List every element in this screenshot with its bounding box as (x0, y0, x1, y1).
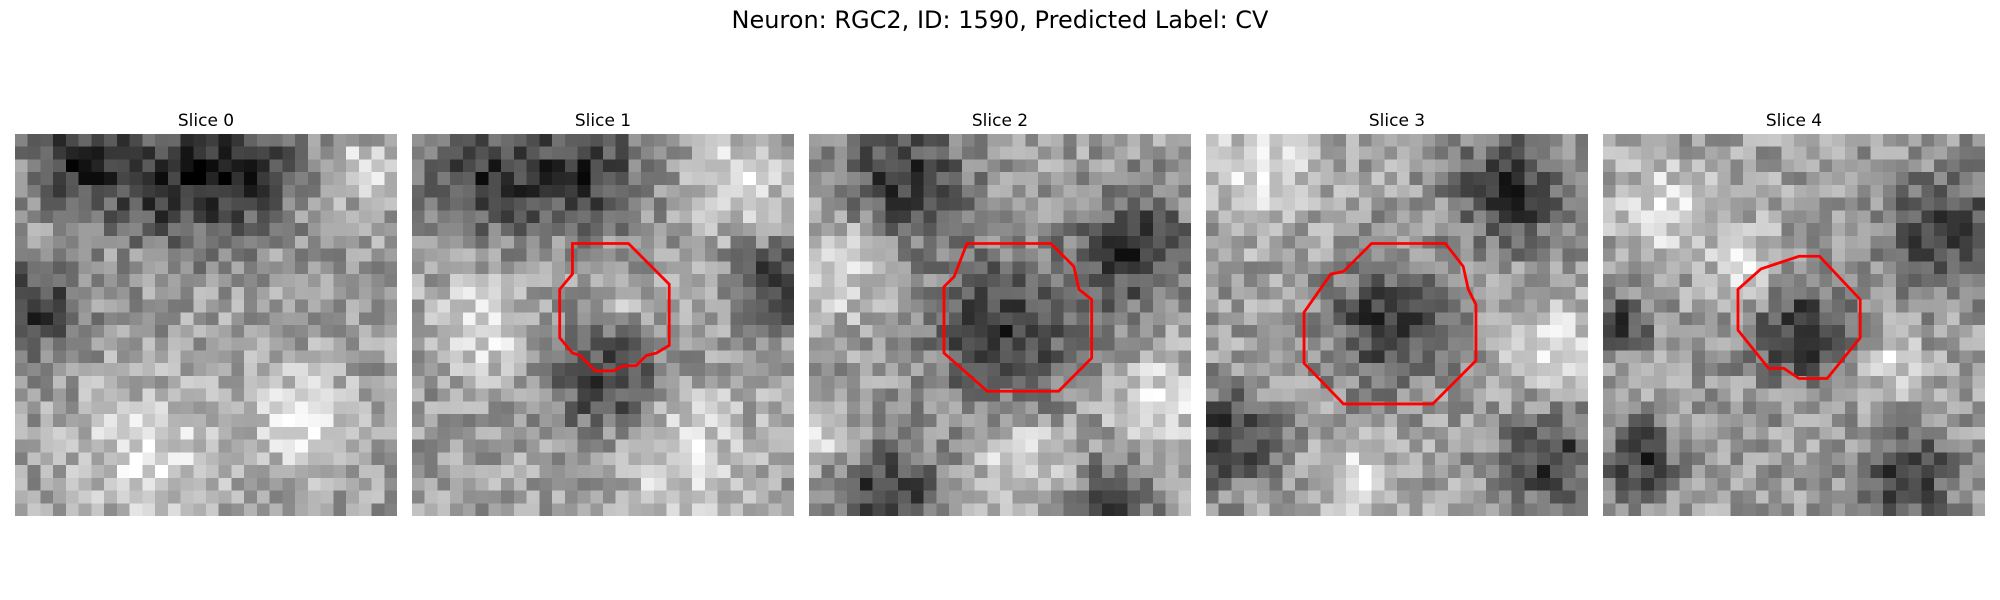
slice-panel-0: Slice 0 (15, 108, 397, 516)
cell-outline (942, 242, 1094, 393)
slice-image-1 (412, 134, 794, 516)
pixel-grid (15, 134, 397, 516)
slice-panel-3: Slice 3 (1206, 108, 1588, 516)
slice-image-2 (809, 134, 1191, 516)
slice-panel-4: Slice 4 (1603, 108, 1985, 516)
slice-panel-1: Slice 1 (412, 108, 794, 516)
pixel-grid (412, 134, 794, 516)
cell-outline (1736, 254, 1862, 380)
slice-title: Slice 2 (971, 111, 1029, 131)
slice-panel-2: Slice 2 (809, 108, 1191, 516)
figure-title: Neuron: RGC2, ID: 1590, Predicted Label:… (731, 6, 1269, 34)
slice-image-0 (15, 134, 397, 516)
slice-title: Slice 0 (177, 111, 235, 131)
cell-outline (558, 242, 671, 373)
slice-title: Slice 1 (574, 111, 632, 131)
slice-title: Slice 4 (1765, 111, 1823, 131)
pixel-grid (1603, 134, 1985, 516)
cell-outline (1302, 242, 1478, 406)
slice-image-4 (1603, 134, 1985, 516)
pixel-grid (809, 134, 1191, 516)
slice-title: Slice 3 (1368, 111, 1426, 131)
pixel-grid (1206, 134, 1588, 516)
slice-image-3 (1206, 134, 1588, 516)
